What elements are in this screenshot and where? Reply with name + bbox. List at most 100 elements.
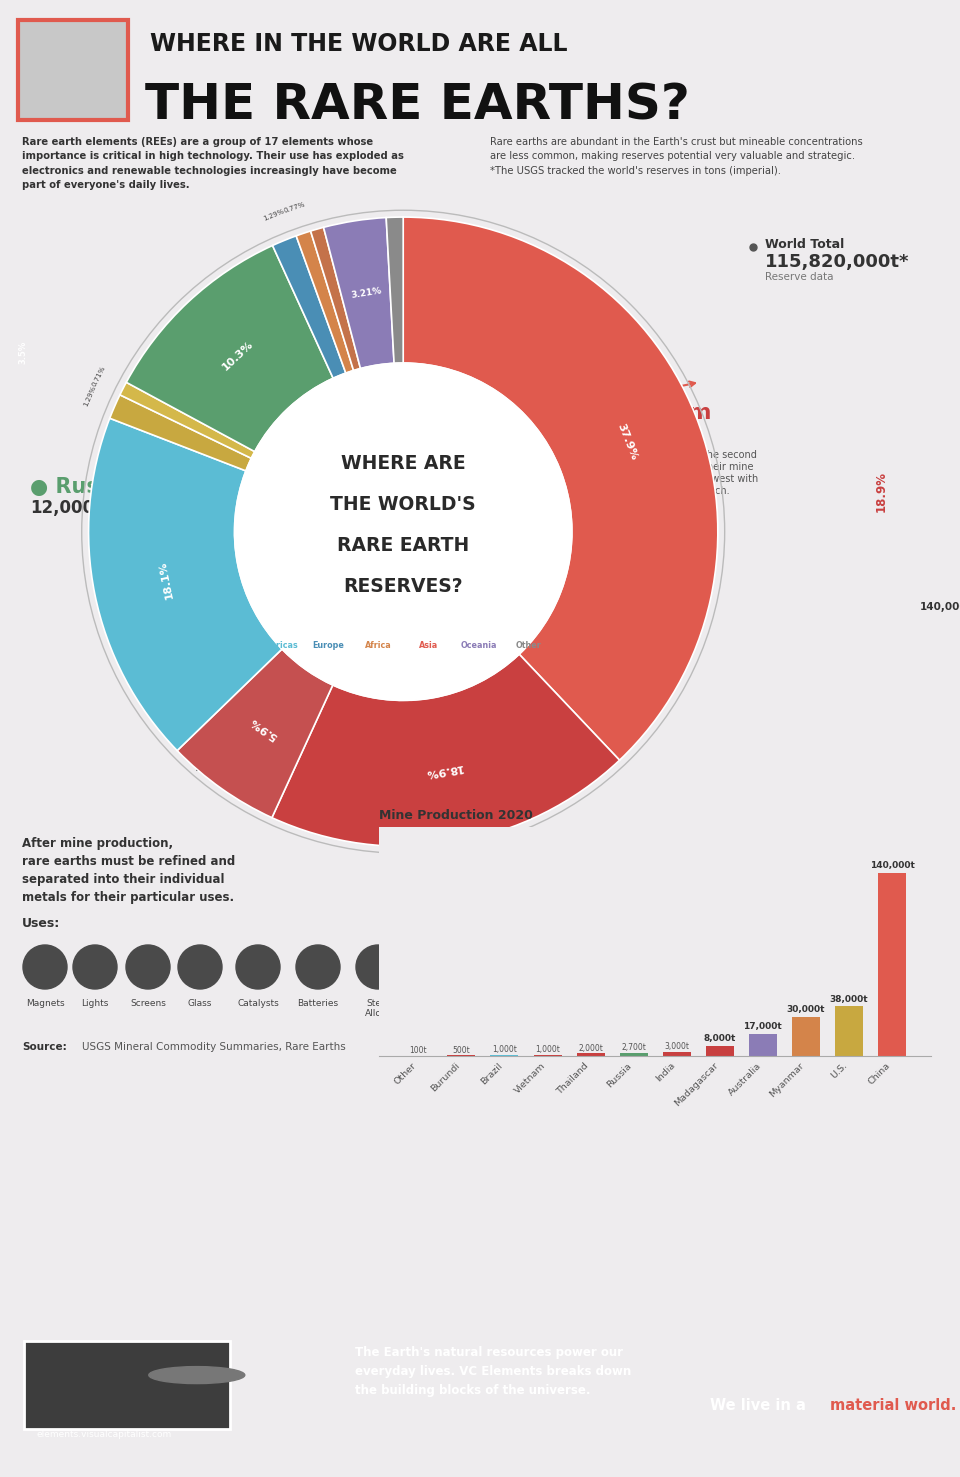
- Text: 18.9%: 18.9%: [422, 762, 463, 778]
- Text: 30,000t: 30,000t: [786, 1006, 826, 1015]
- Text: China tops the list for reserves: China tops the list for reserves: [390, 359, 540, 369]
- FancyBboxPatch shape: [18, 21, 128, 120]
- Text: 1.29%: 1.29%: [262, 208, 285, 222]
- Circle shape: [236, 945, 280, 990]
- Text: 6,900,000t: 6,900,000t: [450, 758, 560, 775]
- Text: 3.5%: 3.5%: [18, 340, 27, 363]
- Circle shape: [178, 945, 222, 990]
- Text: Asia: Asia: [419, 641, 438, 650]
- Text: WHERE IN THE WORLD ARE ALL: WHERE IN THE WORLD ARE ALL: [150, 32, 567, 56]
- Text: Europe: Europe: [312, 641, 344, 650]
- Wedge shape: [403, 217, 718, 761]
- Text: Glass: Glass: [188, 998, 212, 1007]
- Bar: [749, 1034, 777, 1056]
- Text: THE WORLD'S: THE WORLD'S: [330, 495, 476, 514]
- Text: Canada  830,000t: Canada 830,000t: [140, 594, 228, 604]
- Text: Africa: Africa: [365, 641, 392, 650]
- Text: Other: Other: [516, 641, 541, 650]
- Text: Rare earth elements (REEs) are a group of 17 elements whose
importance is critic: Rare earth elements (REEs) are a group o…: [22, 137, 404, 191]
- Bar: [878, 873, 906, 1056]
- Text: for refined rare earths.: for refined rare earths.: [390, 411, 501, 421]
- Text: ● Russia: ● Russia: [30, 477, 132, 496]
- Wedge shape: [324, 217, 394, 368]
- Text: Oceania: Oceania: [460, 641, 496, 650]
- Bar: [577, 1053, 605, 1056]
- Text: 500t: 500t: [452, 1046, 470, 1055]
- Text: RESERVES?: RESERVES?: [344, 578, 463, 595]
- Text: Mine Production 2020: Mine Production 2020: [379, 809, 533, 821]
- Circle shape: [356, 945, 400, 990]
- Text: Tanzania  890,000t: Tanzania 890,000t: [163, 427, 255, 437]
- Circle shape: [149, 1366, 245, 1384]
- Circle shape: [126, 945, 170, 990]
- Text: 10.3%: 10.3%: [221, 338, 255, 372]
- Text: 37.9%: 37.9%: [616, 422, 639, 462]
- Text: elements.visualcapitalist.com: elements.visualcapitalist.com: [36, 1430, 172, 1439]
- Wedge shape: [273, 236, 346, 378]
- Text: Magnets: Magnets: [26, 998, 64, 1007]
- Text: ● Brazil: ● Brazil: [195, 733, 294, 752]
- Text: 2,000t: 2,000t: [578, 1044, 603, 1053]
- Text: USGS Mineral Commodity Summaries, Rare Earths: USGS Mineral Commodity Summaries, Rare E…: [82, 1041, 346, 1052]
- Text: We live in a: We live in a: [710, 1399, 811, 1413]
- Text: 3,000t: 3,000t: [664, 1043, 689, 1052]
- Text: 22,000,000t: 22,000,000t: [580, 427, 703, 445]
- Wedge shape: [178, 648, 333, 818]
- Text: ● China: ● China: [390, 312, 488, 332]
- Text: 1.29%: 1.29%: [83, 384, 97, 408]
- Text: 18.9%: 18.9%: [875, 471, 888, 513]
- Text: material world.: material world.: [830, 1399, 957, 1413]
- Text: 8,000t: 8,000t: [704, 1034, 736, 1043]
- Text: Source:: Source:: [22, 1041, 67, 1052]
- Text: WHERE ARE: WHERE ARE: [341, 453, 466, 473]
- Text: only 1,000 tons per year each.: only 1,000 tons per year each.: [580, 486, 730, 496]
- Text: 0.77%: 0.77%: [283, 201, 306, 214]
- Wedge shape: [272, 654, 619, 846]
- Wedge shape: [88, 418, 282, 750]
- Text: South Africa  790,000t: South Africa 790,000t: [163, 411, 273, 419]
- Text: U.S.  1,500,000t: U.S. 1,500,000t: [140, 611, 219, 622]
- Text: ● India: ● India: [450, 733, 540, 752]
- Text: 1,000t: 1,000t: [535, 1046, 560, 1055]
- Text: ELEMENTS: ELEMENTS: [36, 1366, 143, 1384]
- Text: Americas: Americas: [257, 641, 299, 650]
- Wedge shape: [311, 227, 361, 371]
- Text: Screens: Screens: [130, 998, 166, 1007]
- Circle shape: [296, 945, 340, 990]
- Text: metals for their particular uses.: metals for their particular uses.: [22, 891, 234, 904]
- Wedge shape: [386, 217, 403, 363]
- Text: 44,000,000t: 44,000,000t: [390, 337, 513, 354]
- Text: Rare earths are abundant in the Earth's crust but mineable concentrations
are le: Rare earths are abundant in the Earth's …: [490, 137, 863, 176]
- Text: 38,000t: 38,000t: [829, 994, 869, 1004]
- Text: ● Vietnam: ● Vietnam: [580, 402, 711, 422]
- Bar: [835, 1006, 863, 1056]
- Text: production is among the lowest with: production is among the lowest with: [580, 474, 758, 484]
- Text: 140,000t: 140,000t: [870, 861, 915, 870]
- Wedge shape: [109, 394, 252, 471]
- Text: RARE EARTH: RARE EARTH: [337, 536, 469, 555]
- Text: THE RARE EARTHS?: THE RARE EARTHS?: [145, 83, 690, 130]
- Bar: [706, 1046, 733, 1056]
- Text: 5.9%: 5.9%: [248, 716, 279, 741]
- Text: 3.21%: 3.21%: [349, 287, 382, 300]
- Text: and third most reserves, their mine: and third most reserves, their mine: [580, 462, 754, 473]
- Text: 21,000,000t: 21,000,000t: [195, 758, 318, 775]
- Text: While the U.S. has 1.5 million tons: While the U.S. has 1.5 million tons: [390, 387, 558, 397]
- Text: Reserve data: Reserve data: [765, 272, 833, 282]
- Text: Catalysts: Catalysts: [237, 998, 278, 1007]
- Text: 0.71%: 0.71%: [91, 365, 107, 387]
- Circle shape: [73, 945, 117, 990]
- Bar: [792, 1016, 820, 1056]
- Text: 12,000,000t: 12,000,000t: [30, 499, 143, 517]
- Wedge shape: [127, 245, 333, 452]
- Text: separated into their individual: separated into their individual: [22, 873, 225, 886]
- Text: 17,000t: 17,000t: [743, 1022, 782, 1031]
- Circle shape: [23, 945, 67, 990]
- Bar: [662, 1052, 691, 1056]
- FancyBboxPatch shape: [24, 1341, 230, 1430]
- Text: 18.1%: 18.1%: [157, 560, 175, 600]
- Text: World Total: World Total: [765, 238, 844, 251]
- Text: Greenland  1,500,000t: Greenland 1,500,000t: [163, 445, 273, 453]
- Text: After mine production,: After mine production,: [22, 837, 173, 849]
- Text: 100t: 100t: [410, 1046, 427, 1055]
